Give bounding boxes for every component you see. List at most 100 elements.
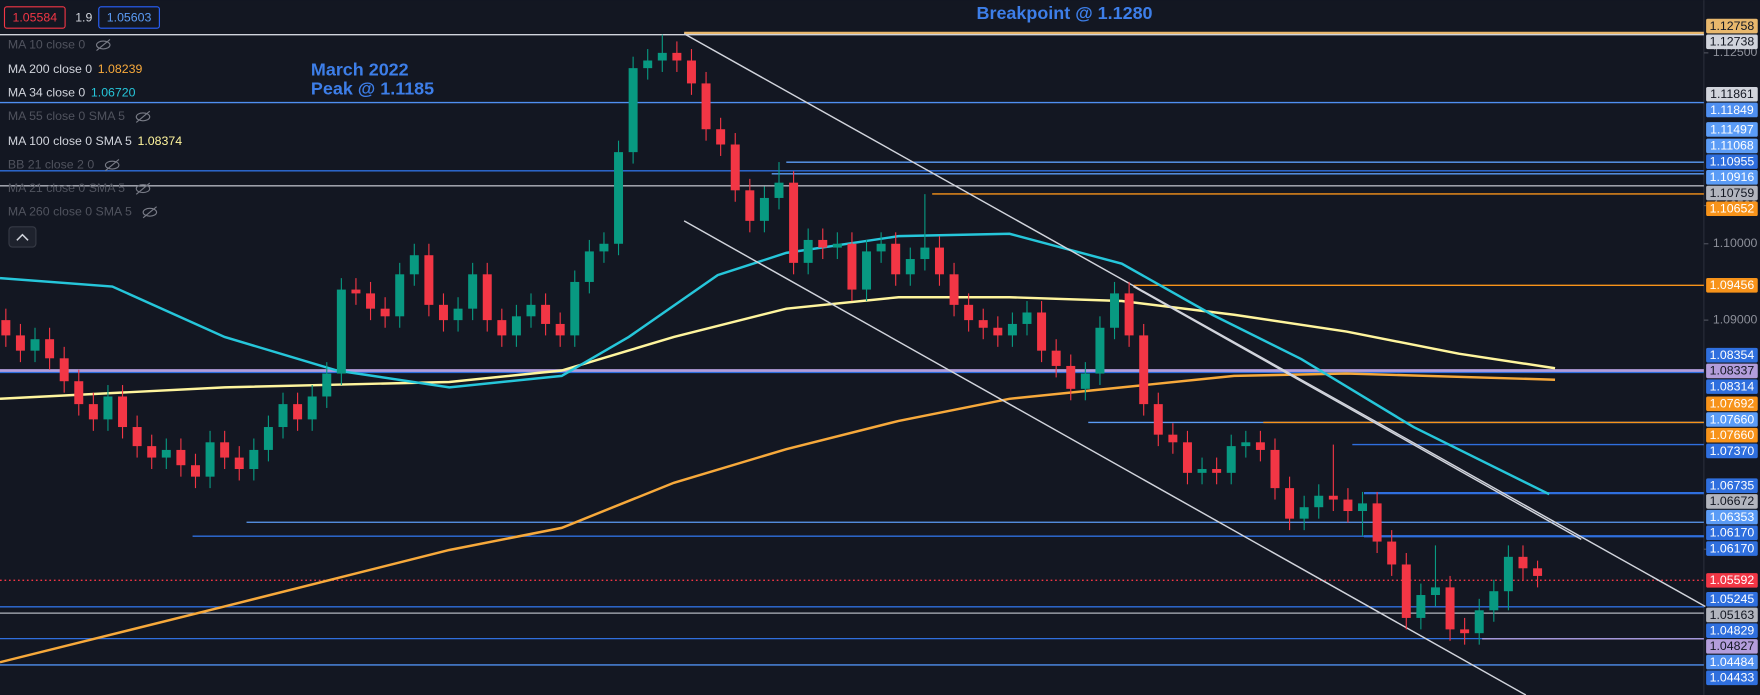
hidden-eye-icon[interactable]: [104, 160, 120, 170]
legend-label[interactable]: MA 10 close 0: [8, 37, 86, 51]
candle-body: [511, 316, 521, 336]
candle-body: [438, 304, 448, 321]
candle-body: [993, 327, 1003, 336]
price-label: 1.07660: [1710, 412, 1755, 426]
hidden-eye-icon[interactable]: [95, 40, 111, 50]
price-label-box: [1706, 278, 1758, 293]
legend-label[interactable]: MA 34 close 0: [8, 86, 86, 100]
price-label: 1.04827: [1710, 639, 1755, 653]
candle-body: [45, 339, 55, 359]
candle-body: [1124, 293, 1134, 336]
candle-body: [1080, 373, 1090, 389]
ask-price: 1.05603: [107, 10, 152, 24]
candle-body: [30, 339, 40, 351]
price-label-box: [1706, 525, 1758, 541]
bid-box[interactable]: [3, 6, 66, 29]
candle-body: [161, 449, 171, 458]
ask-box[interactable]: [98, 6, 160, 29]
price-label-box: [1706, 623, 1758, 638]
candle-body: [862, 251, 872, 290]
legend-label[interactable]: MA 260 close 0 SMA 5: [8, 205, 132, 219]
candle-body: [1387, 541, 1397, 565]
candle-body: [686, 60, 696, 84]
candle-body: [876, 243, 886, 252]
candle-body: [1358, 503, 1368, 512]
candle-body: [249, 449, 259, 470]
candle-body: [1299, 507, 1309, 519]
candle-body: [1007, 323, 1017, 336]
candle-body: [424, 255, 434, 305]
hidden-eye-slash: [142, 206, 157, 219]
candle-body: [1328, 495, 1338, 500]
legend-label[interactable]: BB 21 close 2 0: [8, 157, 94, 171]
hidden-eye-icon[interactable]: [142, 207, 158, 217]
candle-body: [132, 427, 142, 447]
legend-label[interactable]: MA 21 close 0 SMA 5: [8, 181, 125, 195]
price-label: 1.10652: [1710, 202, 1755, 216]
candle-body: [526, 304, 536, 317]
price-label: 1.09456: [1710, 278, 1755, 292]
hidden-eye-icon[interactable]: [135, 112, 151, 122]
candle-body: [1241, 442, 1251, 447]
hidden-eye-slash: [96, 38, 111, 52]
candle-body: [1343, 499, 1353, 512]
price-label: 1.05245: [1710, 592, 1755, 606]
y-tick-label: 1.10000: [1713, 236, 1758, 250]
price-label-box: [1706, 363, 1758, 379]
price-label-box: [1706, 102, 1758, 118]
candle-body: [307, 396, 317, 420]
overlay-line: [683, 220, 1527, 695]
candle-body: [934, 247, 944, 275]
candle-body: [1066, 365, 1076, 389]
peak-annotation-line: March 2022: [311, 59, 409, 79]
price-label: 1.06170: [1710, 541, 1755, 555]
candle-body: [409, 255, 419, 275]
price-label-box: [1706, 654, 1758, 670]
collapse-button-box[interactable]: [8, 226, 37, 248]
legend-label[interactable]: MA 100 close 0 SMA 5: [8, 134, 132, 148]
overlay-line: [0, 232, 1550, 496]
candle-body: [614, 152, 624, 244]
price-label-box: [1706, 509, 1758, 525]
legend-label[interactable]: MA 200 close 0: [8, 62, 92, 76]
overlay-line: [0, 372, 1556, 664]
candle-body: [482, 274, 492, 321]
hidden-eye-slash: [135, 182, 151, 195]
candle-body: [497, 320, 507, 336]
price-label: 1.07370: [1710, 444, 1755, 458]
price-label: 1.07660: [1710, 428, 1755, 442]
price-label: 1.04484: [1710, 655, 1755, 669]
candle-body: [628, 68, 638, 153]
price-label-box: [1706, 154, 1758, 169]
price-label: 1.06735: [1710, 479, 1755, 493]
candle-body: [74, 381, 84, 405]
price-label-box: [1706, 347, 1758, 363]
price-label-box: [1706, 201, 1758, 217]
hidden-eye-icon[interactable]: [135, 184, 151, 194]
legend-label[interactable]: MA 55 close 0 SMA 5: [8, 109, 125, 123]
candle-body: [15, 335, 25, 351]
candle-body: [453, 308, 463, 321]
candle-body: [468, 274, 478, 309]
candle-body: [1139, 335, 1149, 405]
price-label: 1.06170: [1710, 526, 1755, 540]
candle-body: [1110, 293, 1120, 328]
collapse-button[interactable]: [8, 226, 37, 248]
price-label: 1.07692: [1710, 397, 1755, 411]
price-label-box: [1706, 427, 1758, 443]
candle-body: [1372, 503, 1382, 542]
price-label-box: [1706, 670, 1758, 686]
price-label: 1.04829: [1710, 624, 1755, 638]
candle-body: [1503, 556, 1513, 592]
hidden-eye-slash: [135, 110, 151, 123]
price-label: 1.12738: [1710, 35, 1755, 49]
candle-body: [1168, 434, 1178, 443]
candle-body: [643, 60, 653, 69]
candle-body: [920, 247, 930, 260]
price-label: 1.10916: [1710, 170, 1755, 184]
price-label-box: [1706, 494, 1758, 509]
candle-body: [118, 396, 128, 428]
candle-body: [1474, 610, 1484, 634]
price-label-box: [1706, 379, 1758, 394]
